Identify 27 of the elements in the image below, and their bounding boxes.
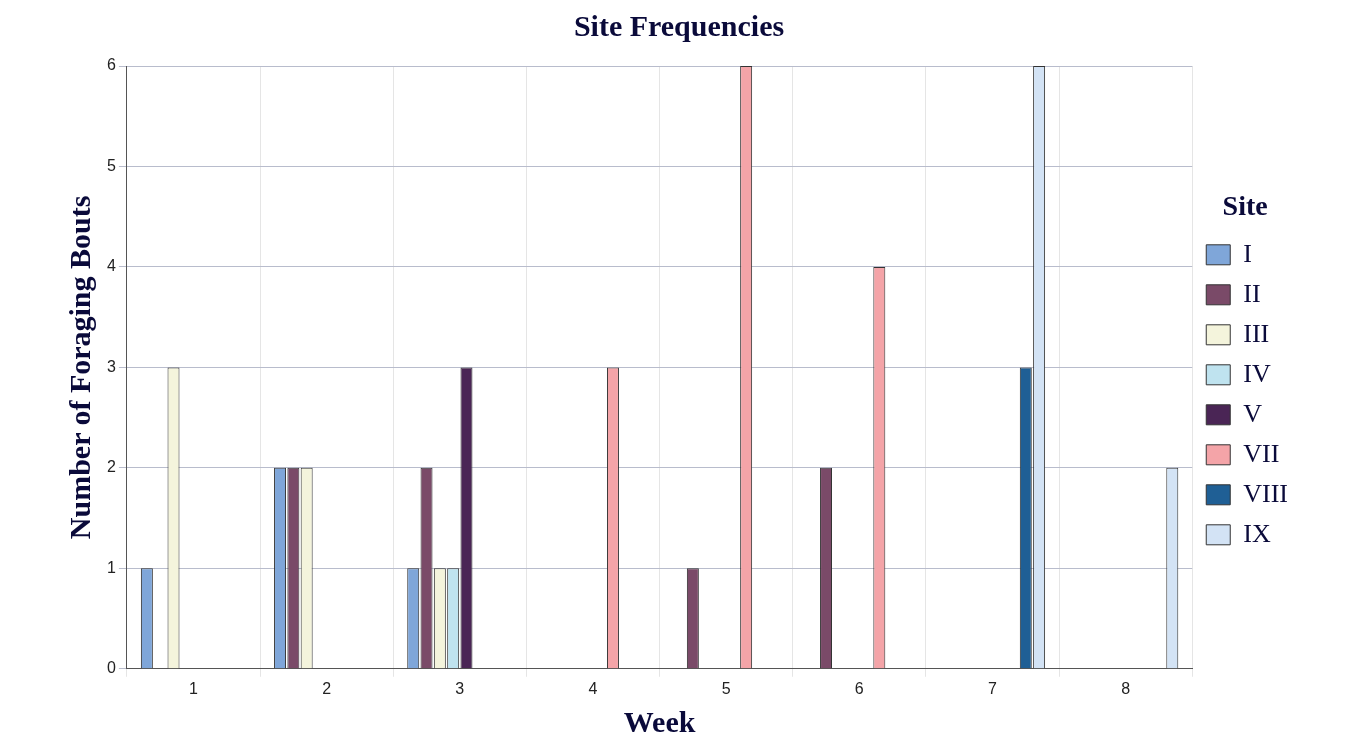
legend-label: IV (1243, 358, 1271, 388)
y-axis-title: Number of Foraging Bouts (62, 195, 96, 540)
x-axis-title: Week (623, 704, 696, 738)
y-tick-label: 1 (106, 558, 116, 576)
x-tick-label: 4 (588, 679, 598, 697)
x-tick-label: 6 (854, 679, 864, 697)
x-tick-label: 2 (322, 679, 332, 697)
y-tick-label: 5 (106, 156, 116, 174)
chart-title: Site Frequencies (573, 8, 785, 42)
y-tick-label: 4 (106, 257, 116, 275)
y-tick-label: 6 (106, 56, 116, 74)
legend-label: VIII (1243, 478, 1289, 508)
legend-label: IX (1243, 518, 1271, 548)
x-tick-label: 5 (721, 679, 731, 697)
y-tick-label: 0 (106, 659, 116, 677)
x-tick-label: 3 (455, 679, 465, 697)
y-tick-label: 3 (106, 357, 116, 375)
legend-label: II (1243, 278, 1261, 308)
legend-label: I (1243, 238, 1252, 268)
x-tick-label: 7 (988, 679, 998, 697)
legend-title: Site (1222, 190, 1268, 222)
x-tick-label: 1 (189, 679, 199, 697)
legend-label: III (1243, 318, 1270, 348)
legend-label: V (1243, 398, 1263, 428)
legend-label: VII (1243, 438, 1280, 468)
y-tick-label: 2 (106, 458, 116, 476)
x-tick-label: 8 (1121, 679, 1131, 697)
